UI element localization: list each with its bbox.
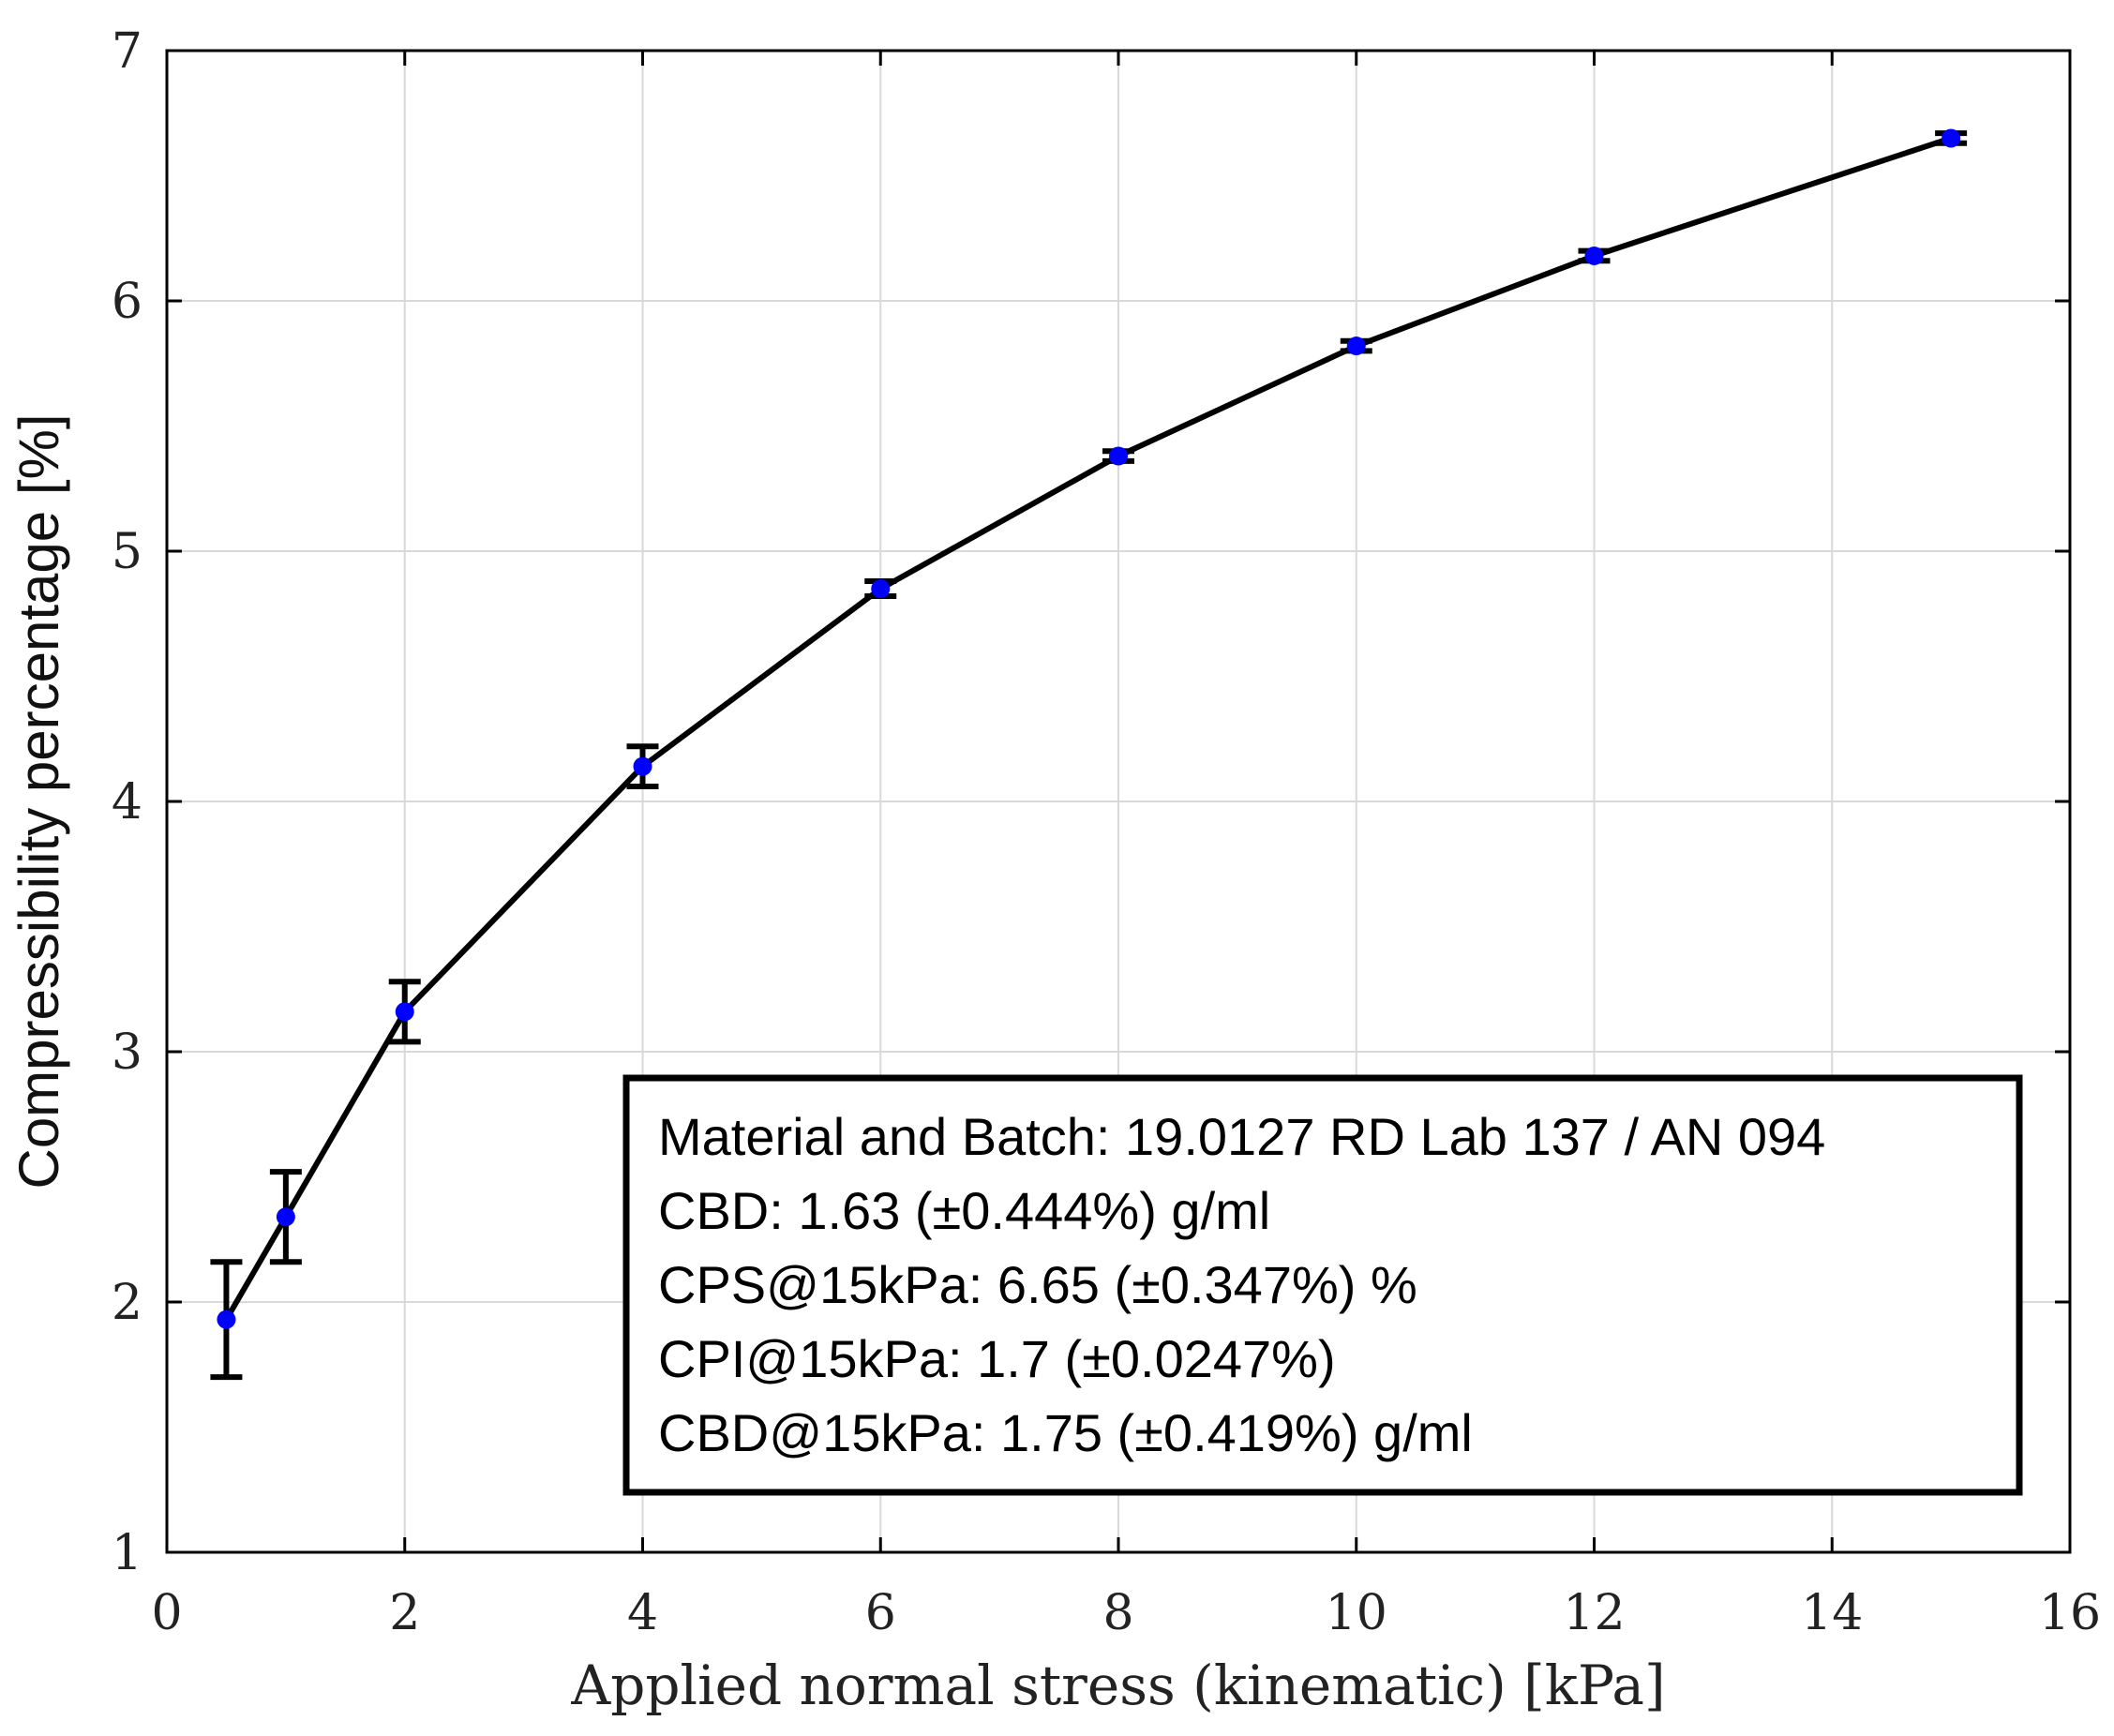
annotation-line-cbd: CBD: 1.63 (±0.444%) g/ml [658,1181,1270,1240]
data-point [395,1002,414,1022]
x-tick-label: 0 [151,1585,182,1641]
x-tick-label: 8 [1102,1585,1133,1641]
annotation-line-cbd-15kpa: CBD@15kPa: 1.75 (±0.419%) g/ml [658,1403,1473,1462]
y-tick-label: 5 [112,524,142,580]
annotation-line-material: Material and Batch: 19.0127 RD Lab 137 /… [658,1107,1825,1166]
tick-marks [165,49,2072,1554]
x-tick-label: 12 [1563,1585,1625,1641]
data-point [871,579,891,599]
data-point [633,756,652,776]
y-tick-label: 3 [112,1025,142,1081]
x-axis-label: Applied normal stress (kinematic) [kPa] [570,1654,1665,1717]
x-tick-label: 6 [865,1585,896,1641]
data-point [276,1207,295,1227]
y-tick-label: 6 [112,274,142,330]
annotation-box: Material and Batch: 19.0127 RD Lab 137 /… [622,1074,2023,1496]
data-point [217,1309,236,1329]
y-tick-label: 7 [112,23,142,80]
annotation-line-cps: CPS@15kPa: 6.65 (±0.347%) % [658,1255,1417,1314]
y-tick-label: 4 [112,774,142,831]
data-point [1109,446,1128,466]
x-tick-label: 2 [389,1585,420,1641]
y-tick-labels: 1 2 3 4 5 6 7 [112,23,142,1581]
y-tick-label: 1 [112,1525,142,1581]
y-tick-label: 2 [112,1275,142,1331]
data-point [1584,246,1604,265]
x-tick-label: 16 [2039,1585,2101,1641]
x-tick-label: 14 [1801,1585,1863,1641]
x-tick-label: 10 [1326,1585,1387,1641]
data-point [1942,128,1961,148]
x-tick-labels: 0 2 4 6 8 10 12 14 16 [151,1585,2101,1641]
annotation-frame [622,1074,2023,1496]
data-point [1346,337,1366,356]
y-axis-label: Compressibility percentage [%] [7,413,70,1189]
data-points [217,128,1961,1329]
x-tick-label: 4 [627,1585,658,1641]
annotation-line-cpi: CPI@15kPa: 1.7 (±0.0247%) [658,1329,1336,1388]
